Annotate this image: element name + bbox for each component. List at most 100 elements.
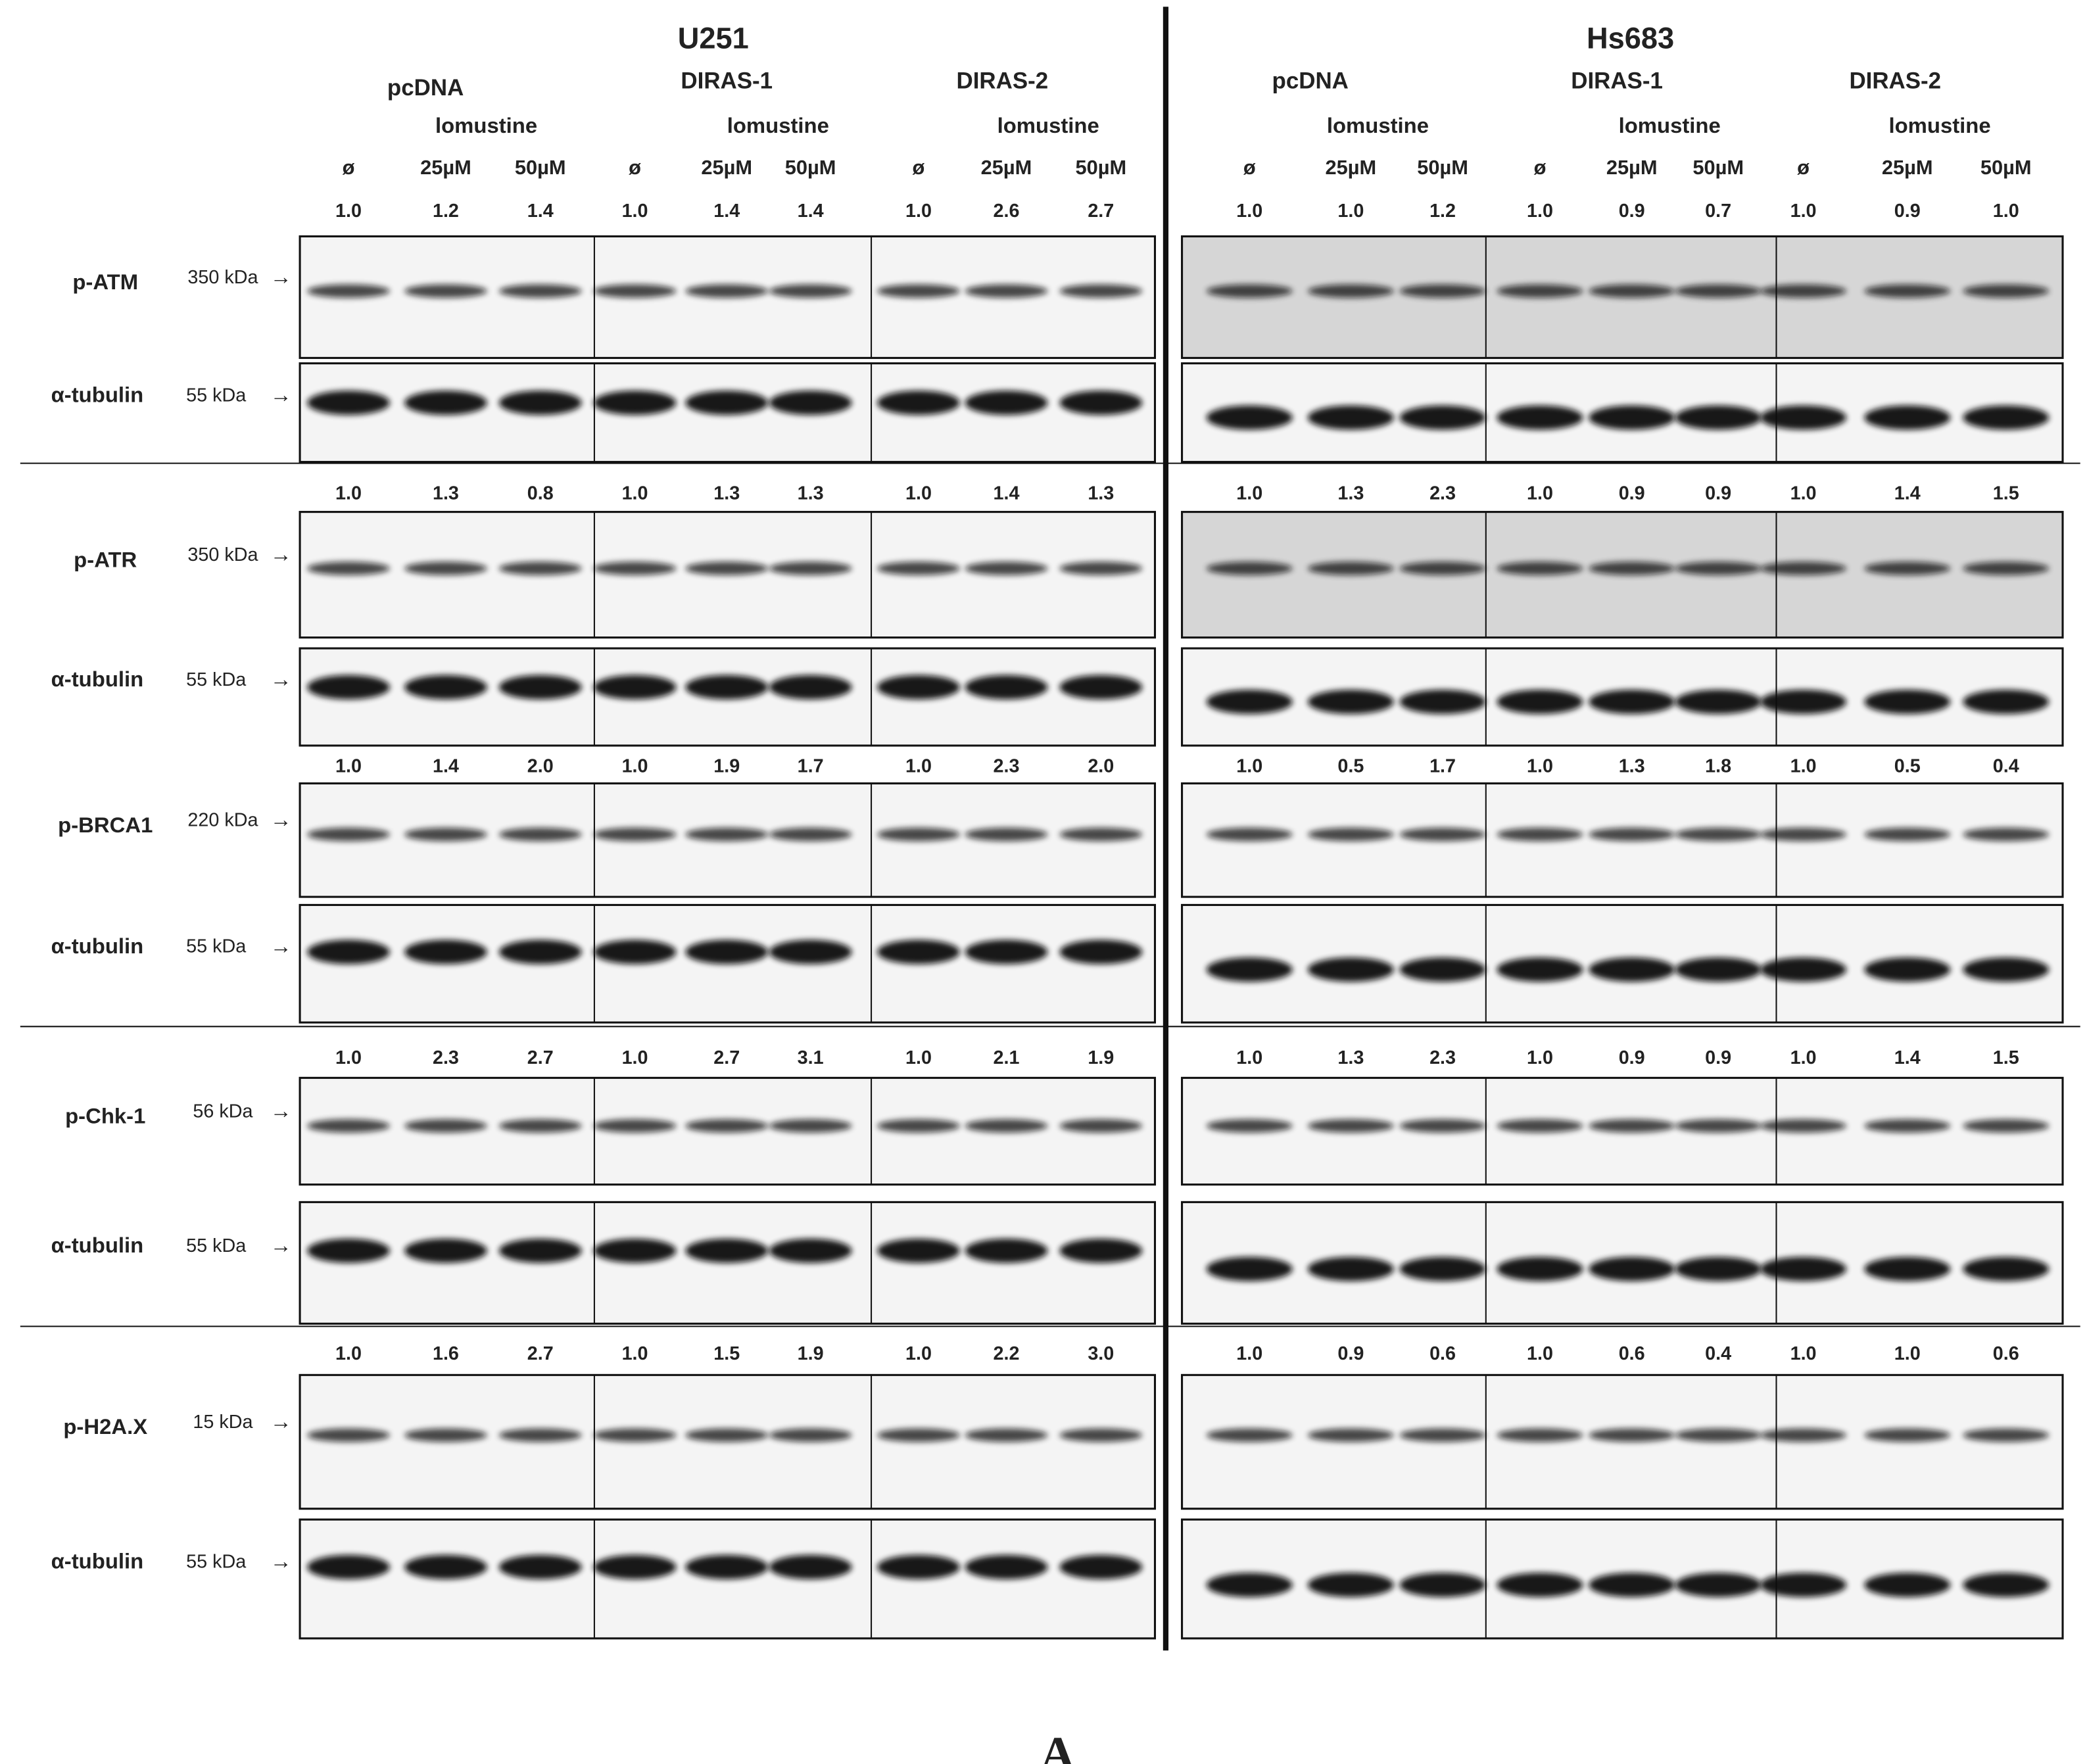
control-size-label: 55 kDa	[186, 669, 246, 690]
quantification: 1.2	[1429, 201, 1456, 222]
band	[307, 284, 390, 298]
arrow: →	[270, 542, 292, 566]
lane-label: 25µM	[1326, 156, 1377, 179]
band	[1864, 689, 1951, 714]
tubulin-blot	[299, 1201, 1157, 1325]
quantification: 1.4	[433, 755, 459, 776]
band	[498, 1119, 582, 1133]
band	[877, 940, 960, 965]
band	[1399, 405, 1486, 430]
quantification: 1.4	[994, 483, 1020, 504]
arrow: →	[270, 667, 292, 691]
band	[307, 827, 390, 842]
figure-label: A	[1040, 1727, 1075, 1764]
band	[1497, 827, 1583, 842]
lane-label: 50µM	[1692, 156, 1744, 179]
quantification: 0.9	[1705, 483, 1731, 504]
lane-label: 50µM	[785, 156, 836, 179]
quantification: 2.7	[713, 1047, 740, 1068]
band	[593, 1428, 677, 1442]
band	[498, 391, 582, 416]
band	[1760, 689, 1847, 714]
band	[1864, 1119, 1951, 1133]
band	[404, 1554, 487, 1579]
band	[498, 675, 582, 700]
quantification: 1.4	[527, 201, 554, 222]
quantification: 0.9	[1619, 201, 1645, 222]
quantification: 1.0	[1527, 1343, 1553, 1364]
quantification: 1.5	[1993, 483, 2019, 504]
quantification: 0.5	[1337, 755, 1364, 776]
group-name: DIRAS-1	[681, 68, 773, 94]
band	[307, 940, 390, 965]
treatment-label: lomustine	[1619, 113, 1721, 137]
band	[685, 1119, 769, 1133]
quantification: 2.3	[433, 1047, 459, 1068]
band	[965, 675, 1048, 700]
quantification: 2.0	[527, 755, 554, 776]
quantification: 2.1	[994, 1047, 1020, 1068]
band	[1589, 1256, 1675, 1281]
band	[965, 1238, 1048, 1263]
band	[1589, 689, 1675, 714]
band	[877, 827, 960, 842]
band	[307, 391, 390, 416]
band	[1497, 1119, 1583, 1133]
band	[1963, 1256, 2050, 1281]
band	[1963, 405, 2050, 430]
band	[1059, 391, 1143, 416]
group-name: DIRAS-1	[1571, 68, 1663, 94]
control-label: α-tubulin	[51, 667, 144, 691]
band	[404, 284, 487, 298]
protein-label: p-ATM	[72, 270, 138, 294]
quantification: 1.0	[1527, 201, 1553, 222]
band	[1760, 561, 1847, 575]
band	[769, 284, 852, 298]
band	[1760, 1119, 1847, 1133]
quantification: 2.6	[994, 201, 1020, 222]
band	[1206, 284, 1293, 298]
band	[1589, 405, 1675, 430]
arrow: →	[270, 1098, 292, 1122]
lane-label: ø	[1534, 156, 1547, 179]
quantification: 1.0	[1527, 755, 1553, 776]
quantification: 1.0	[1790, 755, 1817, 776]
quantification: 1.7	[1429, 755, 1456, 776]
quantification: 1.3	[1337, 483, 1364, 504]
protein-blot	[1181, 1373, 2064, 1510]
band	[593, 391, 677, 416]
quantification: 0.6	[1619, 1343, 1645, 1364]
quantification: 3.1	[798, 1047, 824, 1068]
quantification: 0.9	[1337, 1343, 1364, 1364]
band	[1206, 1428, 1293, 1442]
quantification: 1.0	[1790, 483, 1817, 504]
lane-label: ø	[343, 156, 355, 179]
band	[404, 1119, 487, 1133]
lane-label: 50µM	[515, 156, 566, 179]
band	[1497, 284, 1583, 298]
quantification: 1.3	[433, 483, 459, 504]
quantification: 1.0	[905, 1343, 932, 1364]
control-label: α-tubulin	[51, 934, 144, 958]
quantification: 2.3	[1429, 1047, 1456, 1068]
quantification: 0.9	[1619, 483, 1645, 504]
band	[1497, 957, 1583, 982]
band	[1589, 1573, 1675, 1598]
quantification: 1.3	[1088, 483, 1114, 504]
quantification: 1.0	[1527, 483, 1553, 504]
band	[1760, 1573, 1847, 1598]
band	[965, 1119, 1048, 1133]
quantification: 1.9	[713, 755, 740, 776]
lane-label: ø	[913, 156, 925, 179]
band	[1206, 1256, 1293, 1281]
control-size-label: 55 kDa	[186, 1551, 246, 1572]
quantification: 1.0	[1993, 201, 2019, 222]
quantification: 1.8	[1705, 755, 1731, 776]
control-size-label: 55 kDa	[186, 385, 246, 406]
protein-label: p-H2A.X	[63, 1414, 147, 1439]
band	[404, 1238, 487, 1263]
quantification: 1.0	[1790, 201, 1817, 222]
arrow: →	[270, 1409, 292, 1433]
lane-label: 50µM	[1075, 156, 1126, 179]
